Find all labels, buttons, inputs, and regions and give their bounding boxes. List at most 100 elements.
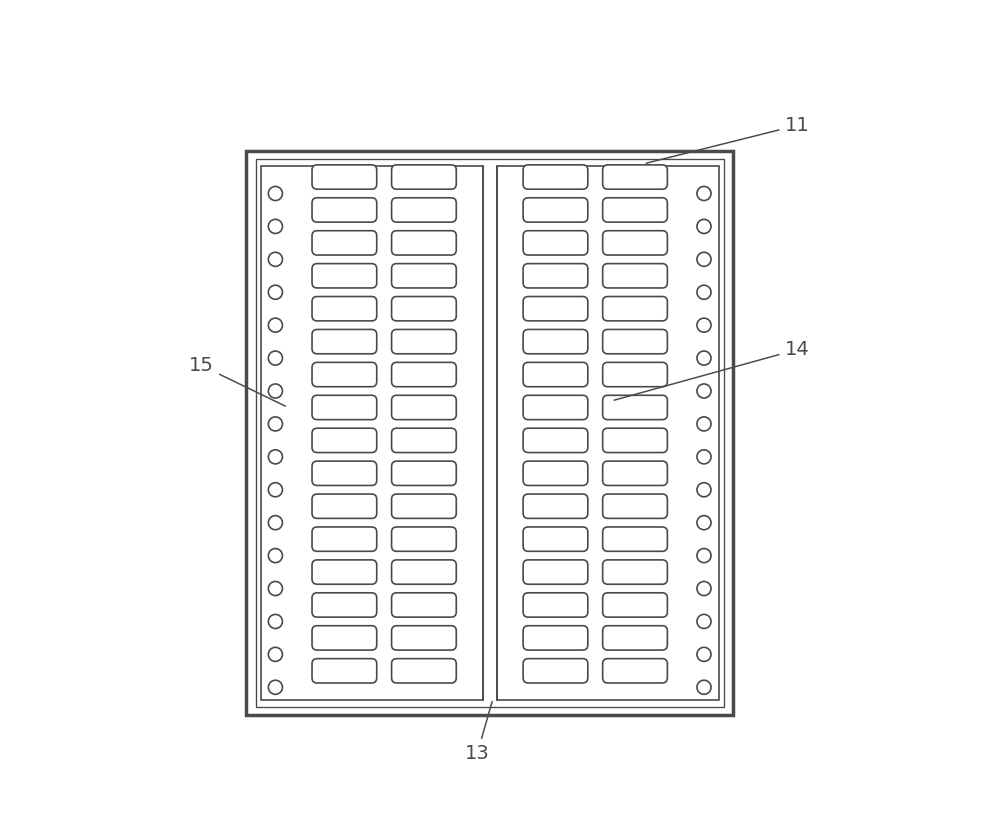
FancyBboxPatch shape (391, 230, 456, 255)
Circle shape (268, 647, 282, 661)
FancyBboxPatch shape (312, 230, 376, 255)
FancyBboxPatch shape (312, 395, 376, 419)
FancyBboxPatch shape (391, 198, 456, 222)
FancyBboxPatch shape (523, 198, 588, 222)
Circle shape (697, 548, 711, 562)
FancyBboxPatch shape (312, 659, 376, 683)
FancyBboxPatch shape (312, 165, 376, 189)
Circle shape (268, 483, 282, 497)
FancyBboxPatch shape (312, 329, 376, 354)
FancyBboxPatch shape (391, 264, 456, 288)
Bar (256, 159, 724, 707)
FancyBboxPatch shape (391, 395, 456, 419)
Circle shape (268, 351, 282, 365)
FancyBboxPatch shape (312, 363, 376, 387)
FancyBboxPatch shape (312, 461, 376, 485)
FancyBboxPatch shape (603, 461, 667, 485)
FancyBboxPatch shape (603, 363, 667, 387)
Circle shape (268, 220, 282, 234)
FancyBboxPatch shape (603, 659, 667, 683)
FancyBboxPatch shape (312, 593, 376, 617)
Bar (496, 166, 719, 701)
Circle shape (268, 548, 282, 562)
Circle shape (268, 681, 282, 695)
FancyBboxPatch shape (391, 659, 456, 683)
FancyBboxPatch shape (603, 494, 667, 518)
FancyBboxPatch shape (312, 264, 376, 288)
FancyBboxPatch shape (603, 626, 667, 650)
FancyBboxPatch shape (391, 626, 456, 650)
Circle shape (268, 614, 282, 628)
FancyBboxPatch shape (523, 329, 588, 354)
Circle shape (268, 318, 282, 332)
FancyBboxPatch shape (312, 494, 376, 518)
Bar (246, 151, 733, 715)
FancyBboxPatch shape (523, 230, 588, 255)
FancyBboxPatch shape (523, 494, 588, 518)
Circle shape (697, 450, 711, 464)
FancyBboxPatch shape (523, 560, 588, 584)
FancyBboxPatch shape (523, 363, 588, 387)
Circle shape (268, 450, 282, 464)
FancyBboxPatch shape (603, 296, 667, 321)
FancyBboxPatch shape (603, 428, 667, 453)
FancyBboxPatch shape (523, 264, 588, 288)
Circle shape (697, 614, 711, 628)
FancyBboxPatch shape (523, 593, 588, 617)
FancyBboxPatch shape (523, 395, 588, 419)
FancyBboxPatch shape (603, 230, 667, 255)
FancyBboxPatch shape (603, 198, 667, 222)
Circle shape (268, 417, 282, 431)
FancyBboxPatch shape (312, 527, 376, 552)
Circle shape (268, 285, 282, 300)
FancyBboxPatch shape (523, 461, 588, 485)
Circle shape (697, 516, 711, 530)
Circle shape (697, 285, 711, 300)
FancyBboxPatch shape (523, 626, 588, 650)
Circle shape (268, 186, 282, 201)
Circle shape (268, 516, 282, 530)
FancyBboxPatch shape (391, 527, 456, 552)
FancyBboxPatch shape (391, 329, 456, 354)
FancyBboxPatch shape (391, 296, 456, 321)
Circle shape (697, 351, 711, 365)
Circle shape (697, 384, 711, 398)
FancyBboxPatch shape (603, 165, 667, 189)
FancyBboxPatch shape (523, 296, 588, 321)
FancyBboxPatch shape (391, 461, 456, 485)
FancyBboxPatch shape (391, 428, 456, 453)
Circle shape (268, 252, 282, 266)
FancyBboxPatch shape (312, 296, 376, 321)
Circle shape (697, 252, 711, 266)
FancyBboxPatch shape (391, 593, 456, 617)
Circle shape (268, 582, 282, 596)
FancyBboxPatch shape (603, 395, 667, 419)
FancyBboxPatch shape (603, 560, 667, 584)
FancyBboxPatch shape (603, 264, 667, 288)
Circle shape (697, 647, 711, 661)
Text: 13: 13 (465, 701, 493, 763)
Text: 14: 14 (614, 340, 809, 400)
Bar (261, 166, 483, 701)
Circle shape (697, 483, 711, 497)
FancyBboxPatch shape (391, 363, 456, 387)
FancyBboxPatch shape (391, 560, 456, 584)
FancyBboxPatch shape (391, 494, 456, 518)
Text: 15: 15 (190, 356, 285, 406)
FancyBboxPatch shape (391, 165, 456, 189)
FancyBboxPatch shape (312, 560, 376, 584)
FancyBboxPatch shape (603, 329, 667, 354)
FancyBboxPatch shape (312, 626, 376, 650)
Circle shape (697, 220, 711, 234)
Circle shape (697, 417, 711, 431)
FancyBboxPatch shape (523, 659, 588, 683)
FancyBboxPatch shape (523, 165, 588, 189)
Circle shape (697, 318, 711, 332)
FancyBboxPatch shape (312, 198, 376, 222)
FancyBboxPatch shape (603, 593, 667, 617)
Circle shape (697, 681, 711, 695)
Text: 11: 11 (646, 116, 809, 163)
FancyBboxPatch shape (603, 527, 667, 552)
Circle shape (697, 186, 711, 201)
FancyBboxPatch shape (523, 428, 588, 453)
